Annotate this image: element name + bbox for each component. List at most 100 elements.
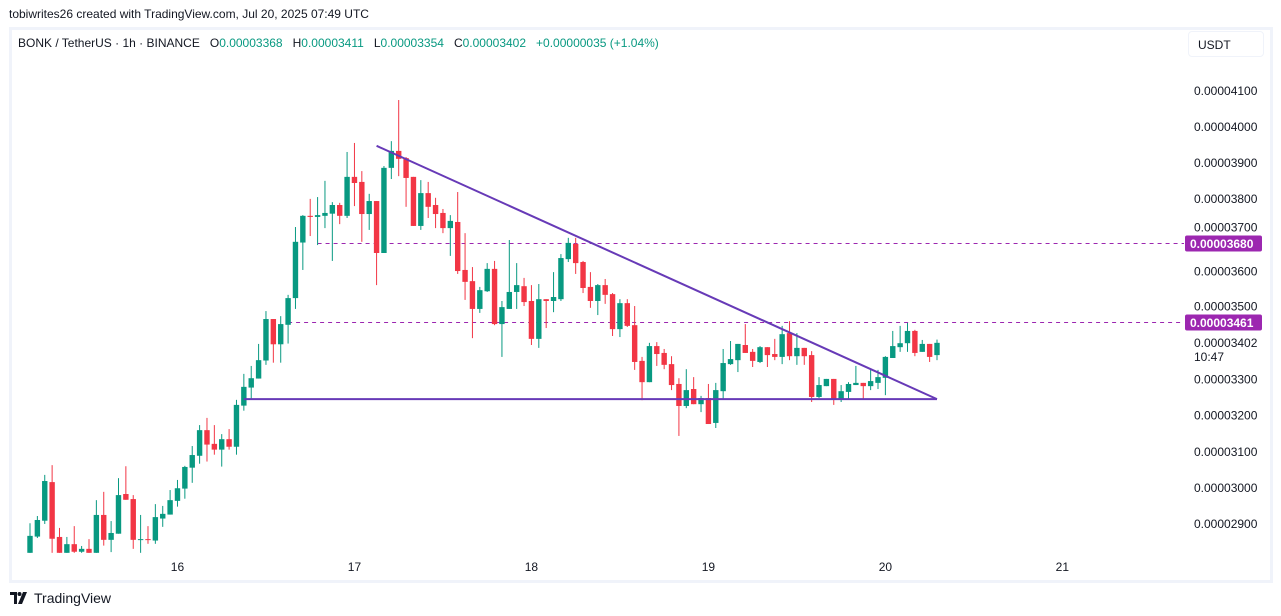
candle-down [786,321,793,361]
candle-up [418,180,424,230]
candle-up [499,300,505,357]
candle-body [418,193,424,226]
candle-up [278,316,284,363]
bar-countdown-label: 10:47 [1194,350,1224,364]
candle-up [314,197,321,246]
candle-down [587,272,594,308]
candle-body [506,291,513,309]
candle-body [160,513,166,519]
candle-body [351,176,358,184]
candle-up [867,369,874,391]
candle-up [285,294,291,344]
candle-body [403,158,409,178]
candle-body [42,481,48,521]
candle-body [676,383,682,406]
candle-up [329,202,336,261]
candle-body [101,514,107,540]
candle-down [801,347,807,365]
candle-down [86,539,92,553]
candle-body [875,377,881,383]
candle-up [683,369,689,409]
candle-up [196,425,203,464]
candle-down [373,201,380,286]
candle-body [639,360,645,383]
candle-up [263,311,269,365]
candle-body [705,398,712,425]
candle-body [867,381,874,387]
price-tick-label: 0.00003700 [1194,221,1258,235]
candle-up [322,180,328,229]
candle-up [189,446,195,483]
time-tick-label: 21 [1056,560,1070,574]
candle-body [344,176,350,216]
candle-up [823,378,830,387]
candle-up [853,365,859,386]
chart-credit: tobiwrites26 created with TradingView.co… [9,7,369,21]
candle-down [337,202,343,225]
candle-body [123,494,129,500]
candle-body [285,298,291,325]
candle-up [558,254,564,301]
candle-up [565,237,572,263]
close-label: C [453,36,463,50]
candle-body [219,439,225,450]
candle-body [801,347,807,357]
candle-up [550,272,557,313]
candle-body [292,241,299,299]
candle-down [705,383,712,425]
price-tick-label: 0.00003300 [1194,373,1258,387]
candle-down [528,285,535,346]
candle-body [912,330,918,353]
candle-body [757,347,763,362]
candle-body [720,363,726,392]
candle-up [219,434,225,467]
candle-body [698,398,704,405]
candle-down [668,356,675,391]
candle-down [543,299,549,329]
candle-body [337,205,343,216]
candle-body [440,212,446,229]
candle-down [71,526,77,553]
levels-layer [288,243,1184,323]
candle-up [93,500,100,553]
high-value: 0.00003411 [301,36,364,50]
price-tick-label: 0.00002900 [1194,517,1258,531]
candle-body [572,243,579,264]
tradingview-logo-icon [10,592,27,604]
candle-up [919,339,925,352]
candle-body [115,495,122,534]
candle-body [521,286,527,303]
candle-body [646,346,653,383]
footer-brand[interactable]: TradingView [10,590,111,606]
candle-up [890,330,896,358]
candle-body [152,517,159,541]
high-label: H [292,36,302,50]
candle-body [462,269,468,282]
candle-up [897,325,903,352]
candle-up [34,516,41,539]
candle-down [359,171,365,242]
candle-up [182,465,188,499]
currency-button[interactable]: USDT [1188,31,1264,57]
candle-down [56,527,63,553]
candle-up [366,193,372,230]
candle-body [668,364,675,386]
candle-body [329,205,336,214]
candle-down [624,299,630,327]
candle-body [690,389,697,405]
candle-body [845,383,852,392]
candle-up [727,341,734,365]
candle-up [292,227,299,309]
candle-body [241,386,247,406]
candle-up [388,141,395,180]
level-price-badge [1185,314,1262,331]
candle-body [373,201,380,253]
candle-body [491,268,498,325]
candle-up [108,521,114,553]
candle-body [853,382,859,386]
candle-up [757,346,763,364]
candle-body [182,466,188,489]
candle-body [204,430,210,445]
candle-up [513,263,520,309]
